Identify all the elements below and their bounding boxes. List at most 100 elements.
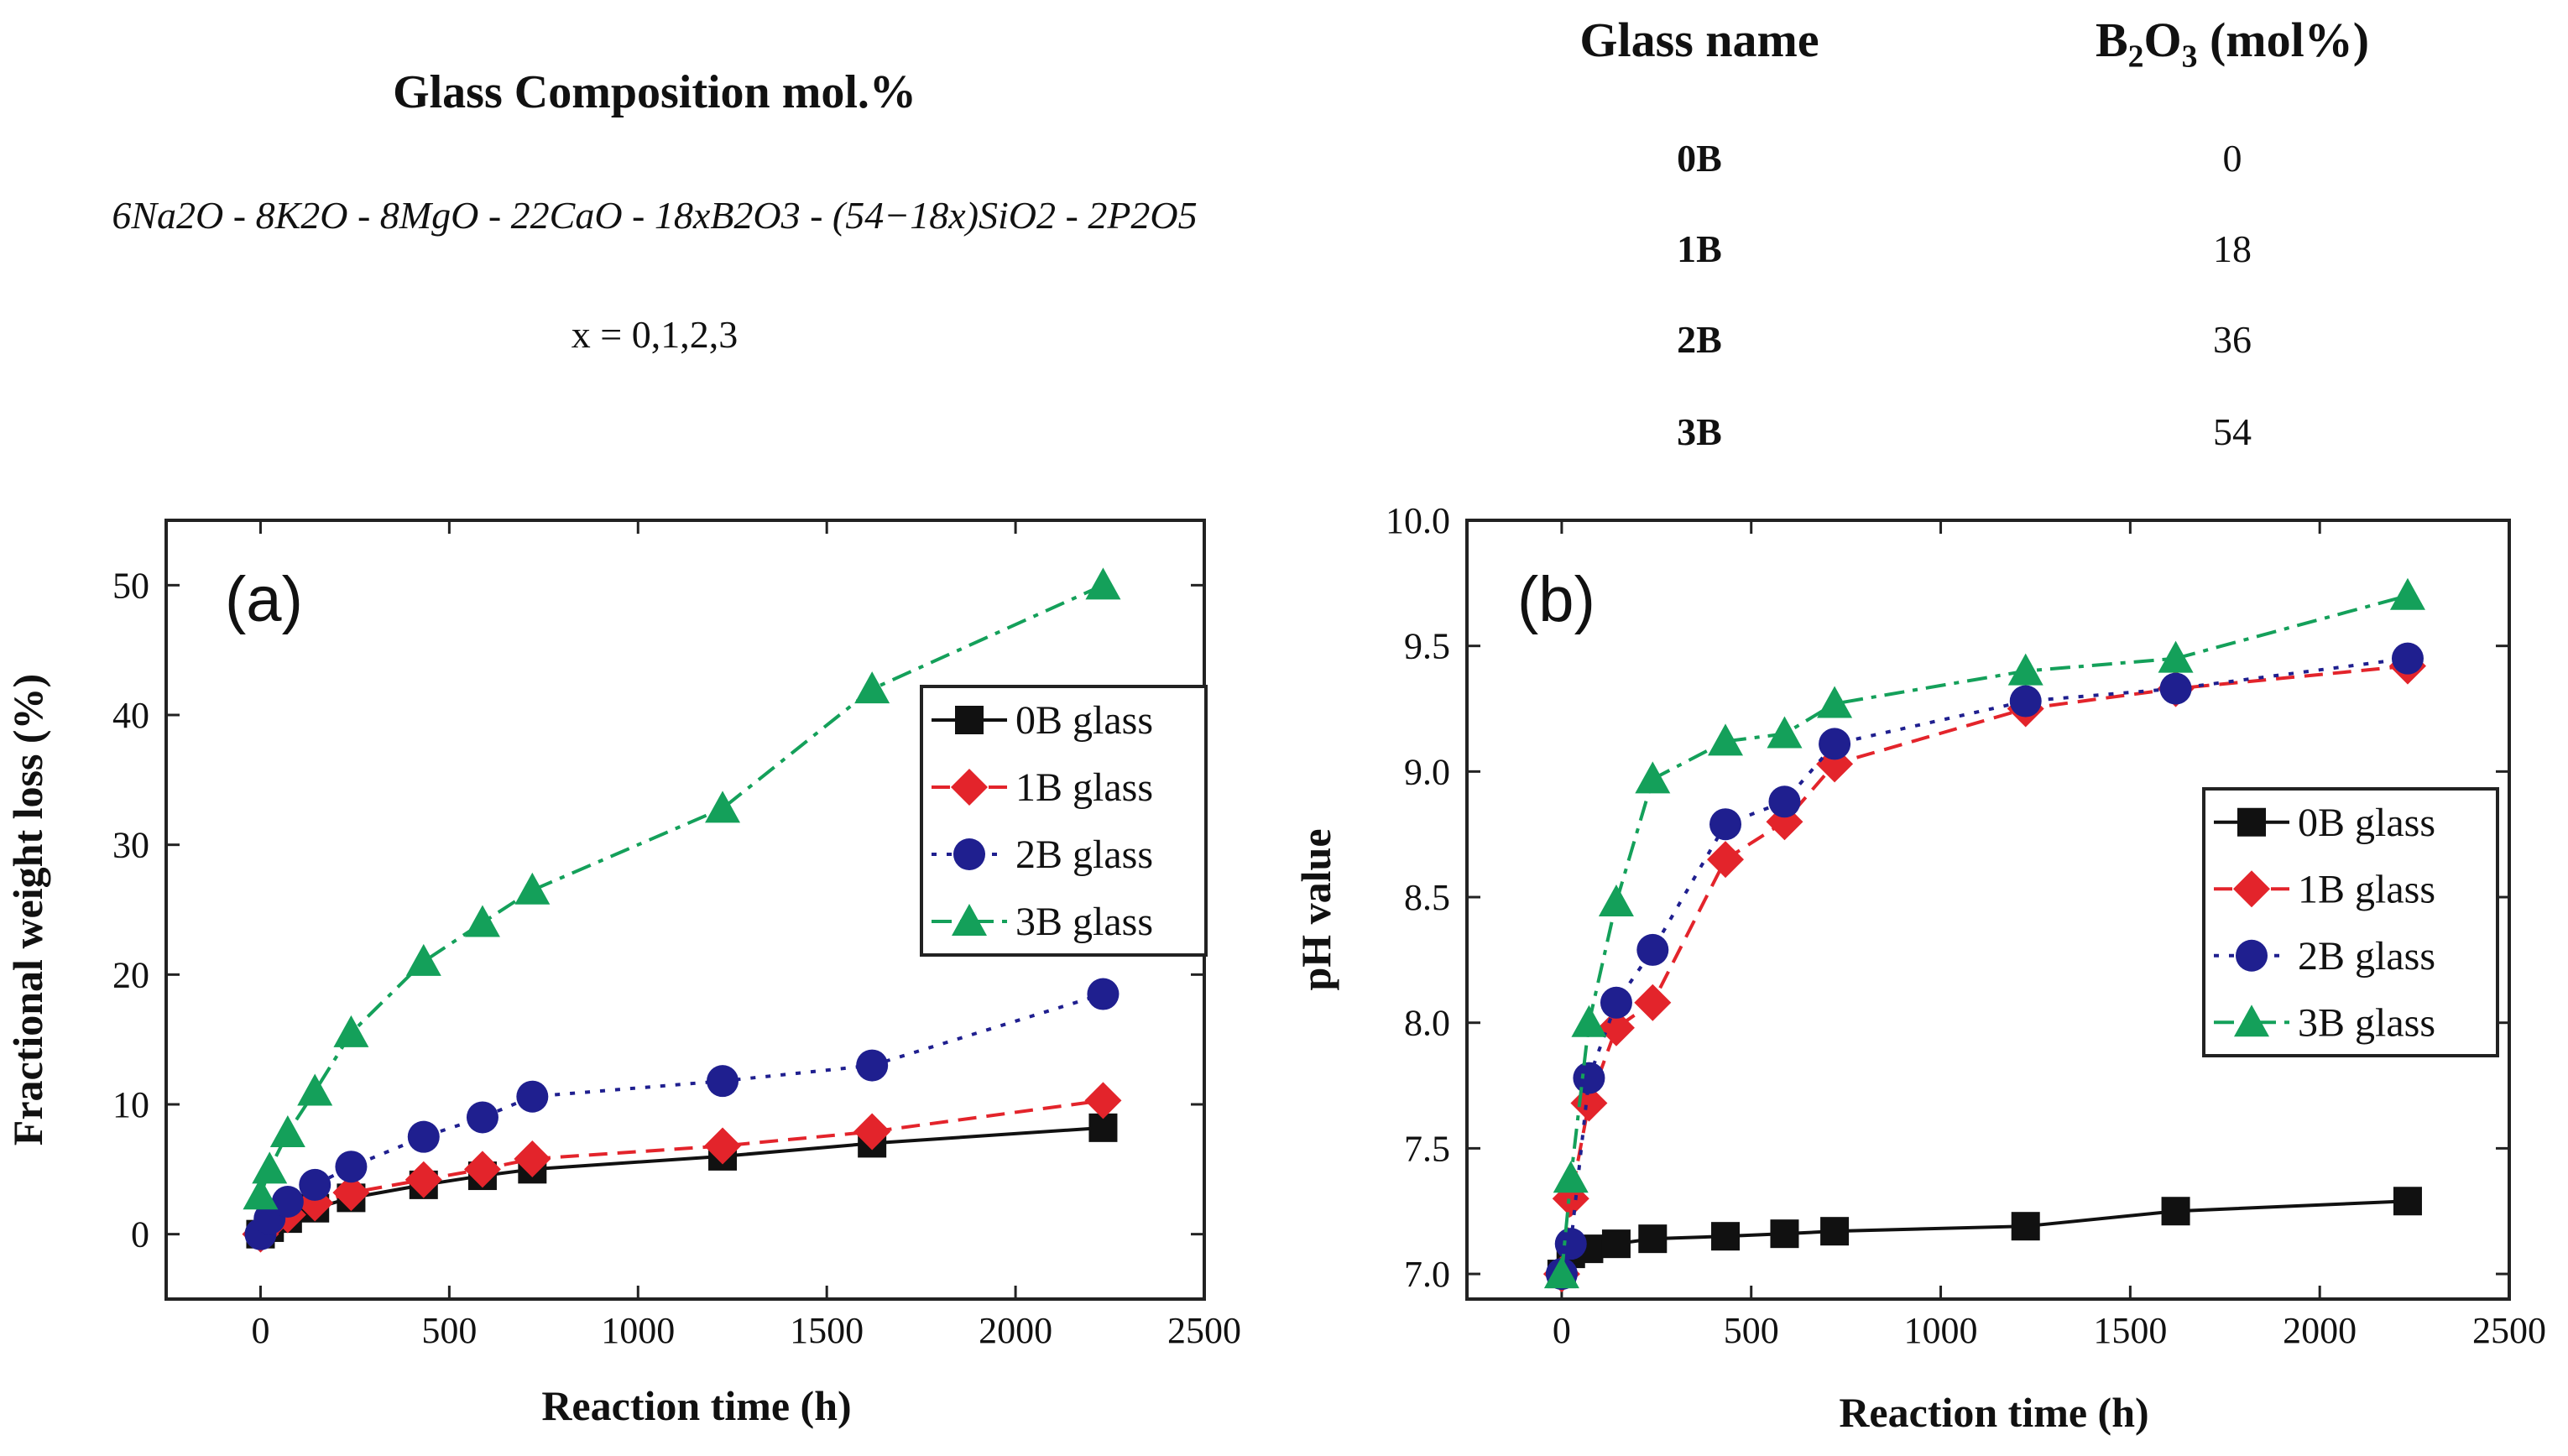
- data-point-3B: [252, 1151, 288, 1184]
- data-point-0B: [1711, 1222, 1741, 1251]
- data-point-3B: [1598, 885, 1634, 917]
- data-point-2B: [2391, 642, 2424, 675]
- table-row: 1B 18: [1502, 227, 2467, 302]
- series-line-0B: [1560, 1199, 2409, 1275]
- x-tick-label: 0: [1553, 1310, 1571, 1351]
- x-tick-label: 2500: [1167, 1310, 1241, 1351]
- legend-marker-1B: [951, 769, 988, 806]
- y-tick-label: 10.0: [1386, 500, 1450, 541]
- legend-label-0B: 0B glass: [2298, 801, 2435, 845]
- legend-label-1B: 1B glass: [2298, 867, 2435, 911]
- data-point-1B: [1597, 1009, 1635, 1046]
- data-point-3B: [1817, 686, 1853, 718]
- glass-b2o3: 0: [2222, 137, 2242, 180]
- data-point-2B: [2159, 672, 2192, 705]
- data-point-0B: [2393, 1187, 2422, 1216]
- data-point-3B: [705, 791, 741, 823]
- x-tick-label: 1500: [2093, 1310, 2167, 1351]
- series-line-1B: [258, 1099, 1104, 1235]
- data-point-1B: [1084, 1082, 1122, 1119]
- data-point-0B: [1638, 1224, 1668, 1254]
- data-point-0B: [2011, 1212, 2040, 1241]
- data-point-2B: [299, 1168, 331, 1201]
- header-b2o3: B2O3 (mol%): [2006, 12, 2459, 76]
- data-point-3B: [854, 671, 890, 704]
- y-tick-label: 7.5: [1404, 1128, 1450, 1169]
- data-point-2B: [1554, 1228, 1587, 1260]
- series-line-3B: [1559, 593, 2409, 1275]
- data-point-3B: [1543, 1256, 1579, 1289]
- x-tick-label: 1000: [601, 1310, 675, 1351]
- glass-b2o3: 54: [2213, 410, 2252, 453]
- data-point-3B: [269, 1115, 305, 1148]
- data-point-2B: [856, 1049, 889, 1082]
- header-b2o3-sub3: 3: [2181, 39, 2198, 75]
- plot-frame: [1465, 519, 2511, 1301]
- x-axis-title: Reaction time (h): [1839, 1389, 2148, 1436]
- data-point-1B: [1634, 984, 1672, 1021]
- panel-label: (a): [225, 564, 303, 635]
- panel-label: (b): [1517, 564, 1595, 635]
- data-point-3B: [1085, 567, 1121, 600]
- legend-label-0B: 0B glass: [1015, 698, 1153, 743]
- data-point-2B: [1600, 986, 1632, 1019]
- data-point-2B: [271, 1186, 304, 1218]
- glass-name: 3B: [1677, 410, 1722, 453]
- glass-b2o3: 18: [2213, 227, 2252, 270]
- glass-b2o3: 36: [2213, 318, 2252, 361]
- composition-formula: 6Na2O - 8K2O - 8MgO - 22CaO - 18xB2O3 - …: [112, 194, 1198, 237]
- glass-name: 2B: [1677, 318, 1722, 361]
- data-point-2B: [407, 1120, 440, 1153]
- data-point-1B: [332, 1174, 370, 1212]
- data-point-1B: [514, 1140, 551, 1177]
- y-axis-title: Fractional weight loss (%): [4, 674, 51, 1145]
- x-tick-label: 2000: [2283, 1310, 2357, 1351]
- legend: 0B glass 1B glass 2B glass 3B glass: [2202, 787, 2499, 1057]
- data-point-1B: [853, 1113, 891, 1151]
- legend-label-3B: 3B glass: [1015, 900, 1153, 944]
- header-b2o3-sub2: 2: [2127, 39, 2144, 75]
- table-row: 3B 54: [1502, 410, 2467, 485]
- data-point-0B: [1601, 1229, 1631, 1259]
- data-point-0B: [1820, 1217, 1850, 1246]
- legend-label-2B: 2B glass: [1015, 832, 1153, 877]
- data-point-1B: [1707, 841, 1745, 879]
- header-b2o3-unit: (mol%): [2197, 13, 2370, 67]
- legend-marker-2B: [953, 838, 985, 870]
- x-tick-label: 2000: [979, 1310, 1052, 1351]
- legend-label-1B: 1B glass: [1015, 765, 1153, 810]
- data-point-1B: [463, 1151, 501, 1188]
- data-point-3B: [514, 872, 551, 905]
- data-point-3B: [464, 905, 500, 937]
- legend-marker-1B: [2233, 870, 2270, 908]
- data-point-2B: [1768, 785, 1801, 818]
- series-line-2B: [258, 992, 1104, 1235]
- x-tick-label: 500: [421, 1310, 477, 1351]
- data-point-0B: [2161, 1197, 2190, 1226]
- legend-marker-0B: [2237, 807, 2266, 837]
- y-tick-label: 8.5: [1404, 877, 1450, 918]
- glass-name: 1B: [1677, 227, 1722, 270]
- y-tick-label: 0: [131, 1214, 149, 1255]
- legend-marker-2B: [2236, 939, 2268, 972]
- data-point-2B: [466, 1101, 498, 1134]
- data-point-3B: [1553, 1161, 1589, 1193]
- y-tick-label: 8.0: [1404, 1003, 1450, 1044]
- data-point-2B: [1573, 1062, 1605, 1094]
- header-b2o3-b: B: [2095, 13, 2128, 67]
- x-tick-label: 1000: [1904, 1310, 1978, 1351]
- x-tick-label: 0: [251, 1310, 269, 1351]
- data-point-3B: [1708, 723, 1744, 756]
- y-tick-label: 30: [112, 825, 149, 866]
- data-point-3B: [405, 943, 441, 976]
- data-point-3B: [243, 1177, 279, 1210]
- data-point-2B: [1087, 978, 1120, 1010]
- chart-panel-a: 0 500 1000 1500 2000 2500 0 10 20 30 40 50 Reaction …: [4, 519, 1241, 1429]
- data-point-3B: [1767, 716, 1803, 749]
- series-line-0B: [259, 1125, 1104, 1236]
- table-row: 2B 36: [1502, 317, 2467, 393]
- y-tick-label: 20: [112, 954, 149, 995]
- y-axis-title: pH value: [1292, 828, 1339, 990]
- legend-label-2B: 2B glass: [2298, 934, 2435, 978]
